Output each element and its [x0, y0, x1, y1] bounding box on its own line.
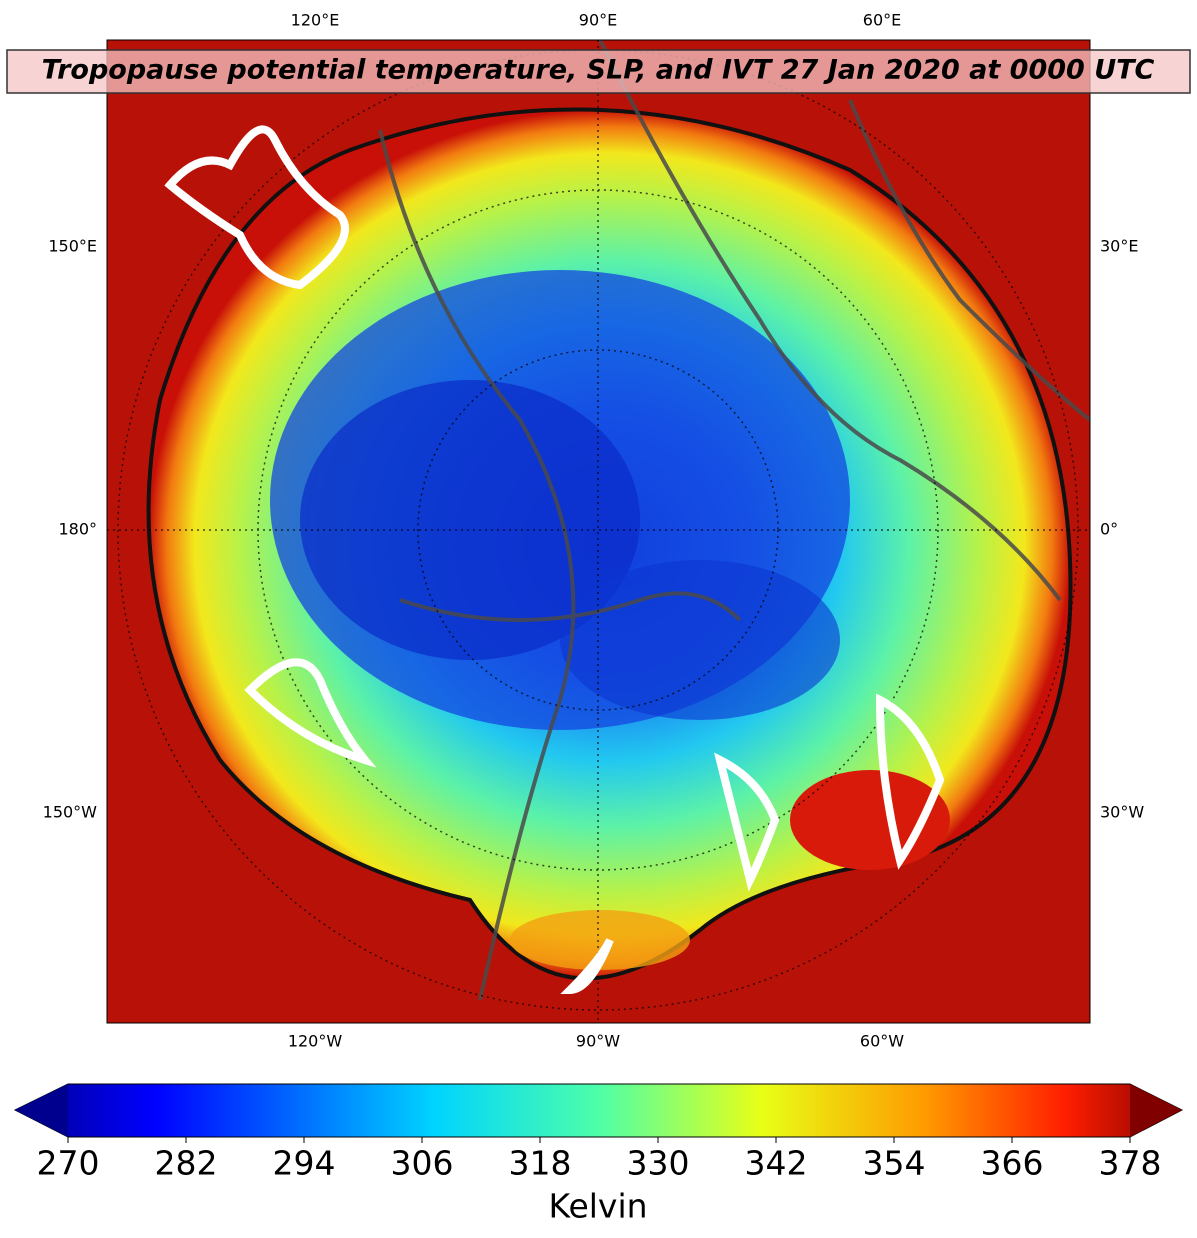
map-labels: 120°E 90°E 60°E 120°W 90°W 60°W 150°E 180° 150°W…	[43, 11, 1145, 1051]
lon-label: 30°E	[1100, 237, 1138, 256]
map	[107, 40, 1090, 1023]
colorbar-tick-label: 342	[745, 1144, 808, 1183]
lon-label: 120°E	[291, 11, 340, 30]
colorbar-tick-label: 294	[273, 1144, 336, 1183]
colorbar-min-extend	[15, 1084, 68, 1137]
lon-label: 120°W	[288, 1032, 343, 1051]
title-box	[6, 49, 1191, 94]
lon-label: 30°W	[1100, 803, 1144, 822]
lon-label: 0°	[1100, 520, 1118, 539]
colorbar-tick-label: 282	[155, 1144, 218, 1183]
colorbar-tick-label: 306	[391, 1144, 454, 1183]
lon-label: 150°E	[48, 237, 97, 256]
lon-label: 60°E	[863, 11, 901, 30]
colorbar-ticks: 270 282 294 306 318 330 342 354 366 378	[37, 1137, 1162, 1183]
colorbar-tick-label: 378	[1099, 1144, 1162, 1183]
colorbar-tick-label: 318	[509, 1144, 572, 1183]
colorbar	[13, 1083, 1184, 1138]
colorbar-tick-label: 354	[863, 1144, 926, 1183]
colorbar-max-extend	[1130, 1084, 1182, 1137]
lon-label: 60°W	[860, 1032, 904, 1051]
lon-label: 150°W	[43, 803, 98, 822]
colorbar-tick-label: 366	[981, 1144, 1044, 1183]
lon-label: 180°	[58, 520, 97, 539]
title: Tropopause potential temperature, SLP, a…	[42, 55, 1155, 86]
colorbar-tick-label: 330	[627, 1144, 690, 1183]
colorbar-label: Kelvin	[548, 1187, 647, 1226]
map-frame	[106, 39, 1091, 1024]
colorbar-tick-label: 270	[37, 1144, 100, 1183]
lon-label: 90°W	[576, 1032, 620, 1051]
lon-label: 90°E	[579, 11, 617, 30]
